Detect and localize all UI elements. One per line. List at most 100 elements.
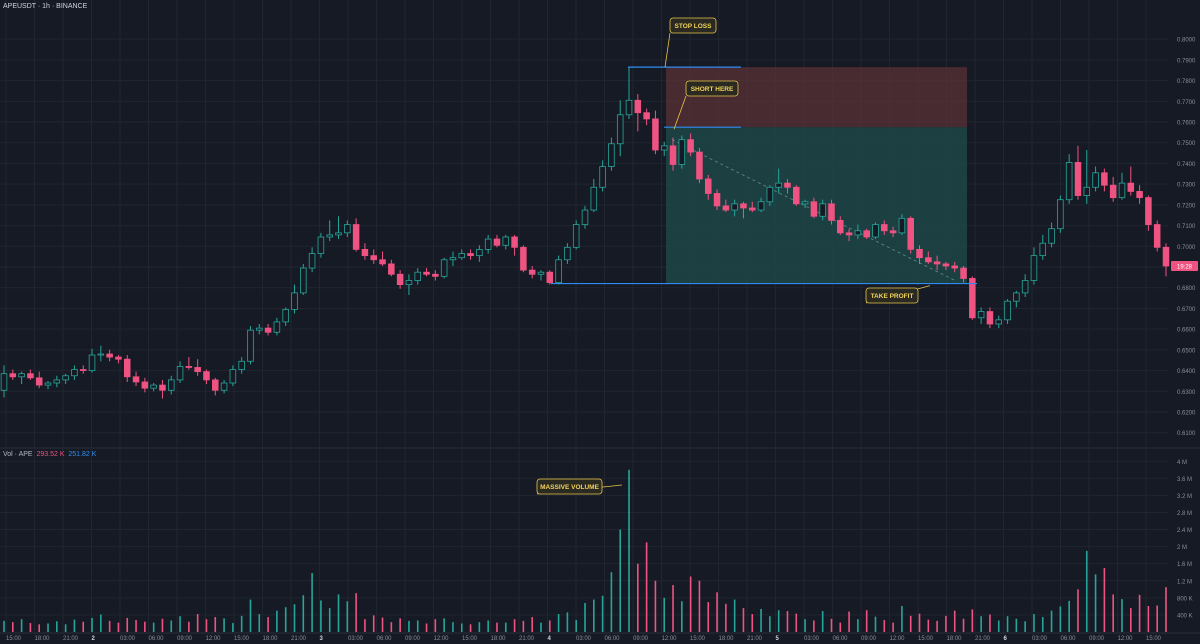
candle-body <box>616 114 624 145</box>
time-tick-label: 12:00 <box>206 636 222 642</box>
time-tick-label: 2 <box>92 636 96 642</box>
volume-bar <box>593 599 595 632</box>
candle-body <box>801 201 809 205</box>
candle-body <box>925 257 932 263</box>
volume-bar <box>416 620 419 632</box>
volume-bar <box>364 619 366 632</box>
candle-body <box>960 267 967 279</box>
price-tick-label: 0.7200 <box>1177 203 1196 209</box>
time-tick-label: 12:00 <box>434 636 450 642</box>
volume-tick-label: 2 M <box>1177 545 1187 551</box>
volume-bar <box>152 622 155 632</box>
candle-body <box>1136 191 1143 199</box>
candle-body <box>423 271 430 275</box>
volume-bar <box>1103 567 1106 632</box>
volume-bar <box>1165 587 1167 632</box>
volume-bar <box>901 605 903 632</box>
massive-volume-callout-label: MASSIVE VOLUME <box>540 484 600 491</box>
candle-body <box>528 269 536 275</box>
price-tick-label: 0.6800 <box>1177 286 1196 292</box>
volume-bar <box>293 604 296 632</box>
volume-legend[interactable]: Vol · APE 293.52 K 251.82 K <box>3 451 96 458</box>
volume-bar <box>337 594 340 632</box>
volume-bar <box>610 572 613 632</box>
volume-bar <box>1068 600 1070 632</box>
massive-volume-callout-box <box>536 478 603 495</box>
candle-body <box>704 178 712 194</box>
candle-body <box>229 369 237 384</box>
price-tick-label: 0.7100 <box>1177 224 1196 230</box>
volume-tick-label: 3.6 M <box>1177 477 1192 483</box>
volume-bar <box>328 608 331 632</box>
volume-legend-label: Vol · APE <box>3 451 33 458</box>
candle-body <box>748 207 756 211</box>
candle-body <box>625 99 633 116</box>
volume-tick-label: 1.6 M <box>1177 562 1192 568</box>
candle-body <box>722 205 730 211</box>
volume-bar <box>989 614 991 632</box>
volume-bar <box>1015 618 1018 632</box>
volume-bar <box>777 610 780 632</box>
volume-bar <box>117 622 120 632</box>
volume-bar <box>267 617 269 632</box>
volume-bar <box>425 623 428 632</box>
volume-bar <box>540 622 542 632</box>
volume-bar <box>689 576 692 632</box>
price-tick-label: 0.6500 <box>1177 348 1196 354</box>
candle-body <box>335 232 342 236</box>
candle-body <box>132 376 140 383</box>
volume-bar <box>962 618 965 632</box>
candle-body <box>837 220 844 234</box>
candle-body <box>203 371 210 381</box>
time-tick-label: 15:00 <box>462 636 478 642</box>
volume-bar <box>751 614 754 632</box>
candle-body <box>634 99 642 114</box>
volume-bar <box>945 615 947 632</box>
candle-body <box>71 369 78 377</box>
time-tick-label: 21:00 <box>63 636 79 642</box>
time-tick-label: 12:00 <box>662 636 678 642</box>
volume-bar <box>733 599 736 632</box>
take-profit-callout-label: TAKE PROFIT <box>871 293 914 300</box>
candle-body <box>9 373 17 378</box>
candle-body <box>264 327 272 333</box>
volume-bar <box>1041 617 1044 632</box>
price-axis[interactable]: 0.8000 0.7900 0.7800 0.7700 0.7600 0.7500 0.74… <box>1171 38 1198 438</box>
volume-bar <box>3 620 5 632</box>
candlestick-series <box>0 67 1170 399</box>
time-axis[interactable]: 15:00 18:00 21:00 2 03:00 06:00 09:00 12:00 15:0… <box>6 636 1162 642</box>
volume-bar <box>865 610 868 632</box>
volume-bar <box>56 621 58 632</box>
candle-body <box>1162 246 1170 267</box>
volume-bar <box>240 615 243 632</box>
candle-body <box>18 373 25 378</box>
volume-bar <box>513 619 516 632</box>
candle-body <box>106 353 113 358</box>
symbol-title[interactable]: APEUSDT · 1h · BINANCE <box>3 3 88 10</box>
candle-body <box>740 203 747 209</box>
time-tick-label: 21:00 <box>519 636 535 642</box>
candle-body <box>1092 172 1099 188</box>
time-tick-label: 15:00 <box>918 636 934 642</box>
candle-body <box>115 356 122 360</box>
volume-bar <box>1138 594 1141 632</box>
candle-body <box>405 280 413 286</box>
volume-bar <box>390 622 393 632</box>
volume-bar <box>927 619 930 632</box>
candle-body <box>731 203 738 211</box>
time-tick-label: 18:00 <box>35 636 51 642</box>
time-tick-label: 12:00 <box>1118 636 1134 642</box>
volume-bar <box>284 607 287 632</box>
candle-body <box>819 203 826 217</box>
volume-bar <box>170 620 173 632</box>
time-tick-label: 03:00 <box>120 636 136 642</box>
volume-bar <box>848 611 850 632</box>
volume-bar <box>372 615 375 632</box>
price-levels[interactable] <box>551 66 977 285</box>
time-tick-label: 09:00 <box>405 636 421 642</box>
candle-body <box>141 381 149 389</box>
candle-body <box>88 354 96 371</box>
volume-bar <box>276 610 278 632</box>
